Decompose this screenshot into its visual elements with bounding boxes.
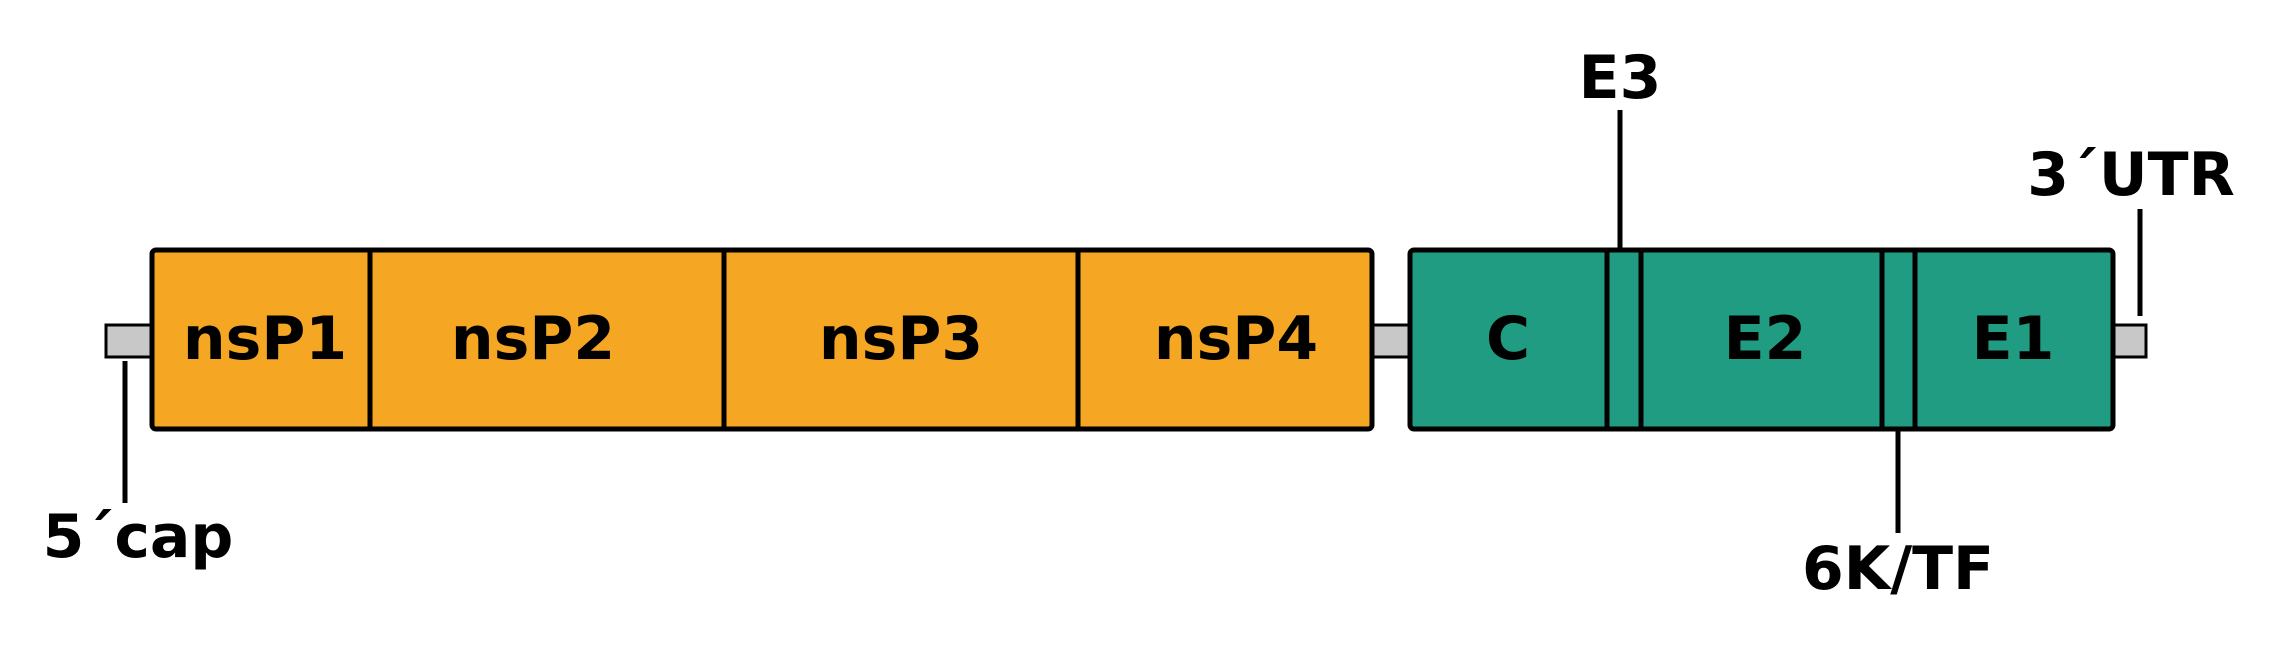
e1-label: E1 — [1972, 304, 2055, 374]
five-cap-callout-label: 5´cap — [43, 502, 234, 572]
e2-label: E2 — [1724, 304, 1807, 374]
intergenic-segment — [1370, 323, 1412, 359]
five-prime-utr-segment — [104, 323, 154, 359]
nsp2-label: nsP2 — [451, 304, 615, 374]
e3-callout-label: E3 — [1579, 43, 1662, 113]
nsp1-label: nsP1 — [183, 304, 347, 374]
c-label: C — [1486, 304, 1530, 374]
nonstructural-block — [149, 247, 1375, 432]
three-prime-utr-segment — [2111, 323, 2148, 359]
three-utr-callout-label: 3´UTR — [2027, 140, 2235, 210]
structural-block — [1407, 247, 2116, 432]
six-k-tf-callout-label: 6K/TF — [1802, 534, 1994, 604]
nsp4-label: nsP4 — [1154, 304, 1318, 374]
nsp3-label: nsP3 — [819, 304, 983, 374]
